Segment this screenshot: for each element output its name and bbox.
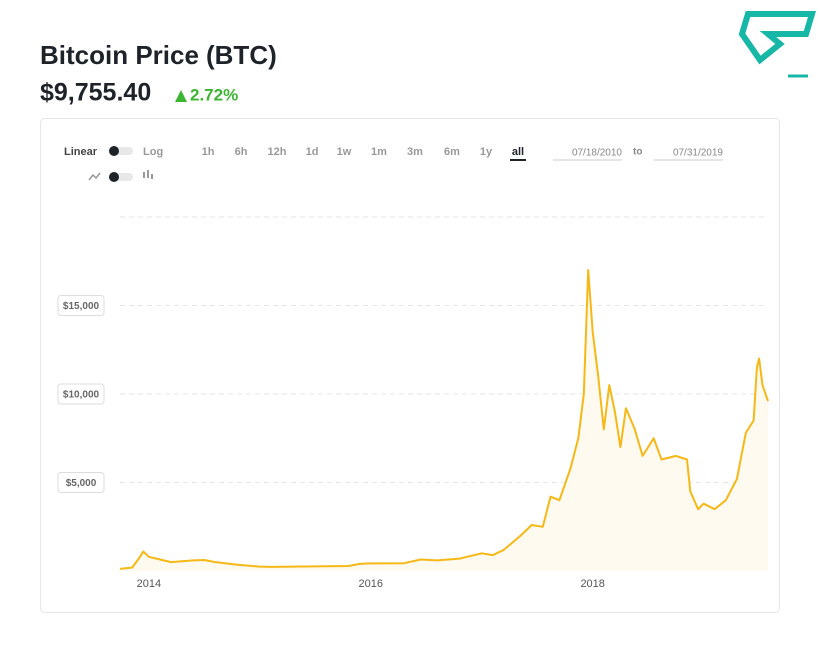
logo	[738, 11, 817, 78]
y-tick-box	[57, 295, 105, 316]
y-tick-label: $10,000	[63, 390, 100, 401]
x-tick-label: 2018	[580, 578, 604, 590]
y-tick-box	[57, 472, 105, 493]
symbol: (BTC)	[206, 40, 277, 70]
scale-option[interactable]: Log	[143, 146, 163, 158]
period-option[interactable]: 3m	[407, 146, 423, 158]
up-arrow	[175, 90, 187, 102]
period-option[interactable]: 1w	[337, 146, 352, 158]
y-tick-label: $15,000	[63, 301, 100, 312]
period-option[interactable]: 1d	[306, 146, 319, 158]
period-option[interactable]: 6h	[235, 146, 248, 158]
x-tick-label: 2014	[137, 578, 161, 590]
scale-option[interactable]: Linear	[64, 146, 98, 158]
price-line	[119, 269, 769, 570]
period-option[interactable]: 1m	[371, 146, 387, 158]
date-sep: to	[633, 147, 642, 158]
date-to[interactable]: 07/31/2019	[673, 148, 723, 159]
candle-icon[interactable]	[143, 170, 153, 179]
period-option[interactable]: 1h	[202, 146, 215, 158]
date-from[interactable]: 07/18/2010	[572, 148, 622, 159]
period-option[interactable]: 12h	[268, 146, 287, 158]
area	[120, 270, 768, 571]
period-option[interactable]: 1y	[480, 146, 493, 158]
x-tick-label: 2016	[359, 578, 383, 590]
y-tick-label: $5,000	[66, 478, 97, 489]
y-tick-box	[57, 383, 105, 405]
period-option[interactable]: 6m	[444, 146, 460, 158]
toggle[interactable]	[109, 146, 133, 156]
line-icon[interactable]	[88, 172, 101, 181]
period-option[interactable]: all	[512, 146, 524, 158]
title: Bitcoin Price	[40, 40, 199, 70]
change: 2.72%	[190, 85, 238, 104]
toggle[interactable]	[109, 172, 133, 182]
price: $9,755.40	[40, 79, 151, 107]
